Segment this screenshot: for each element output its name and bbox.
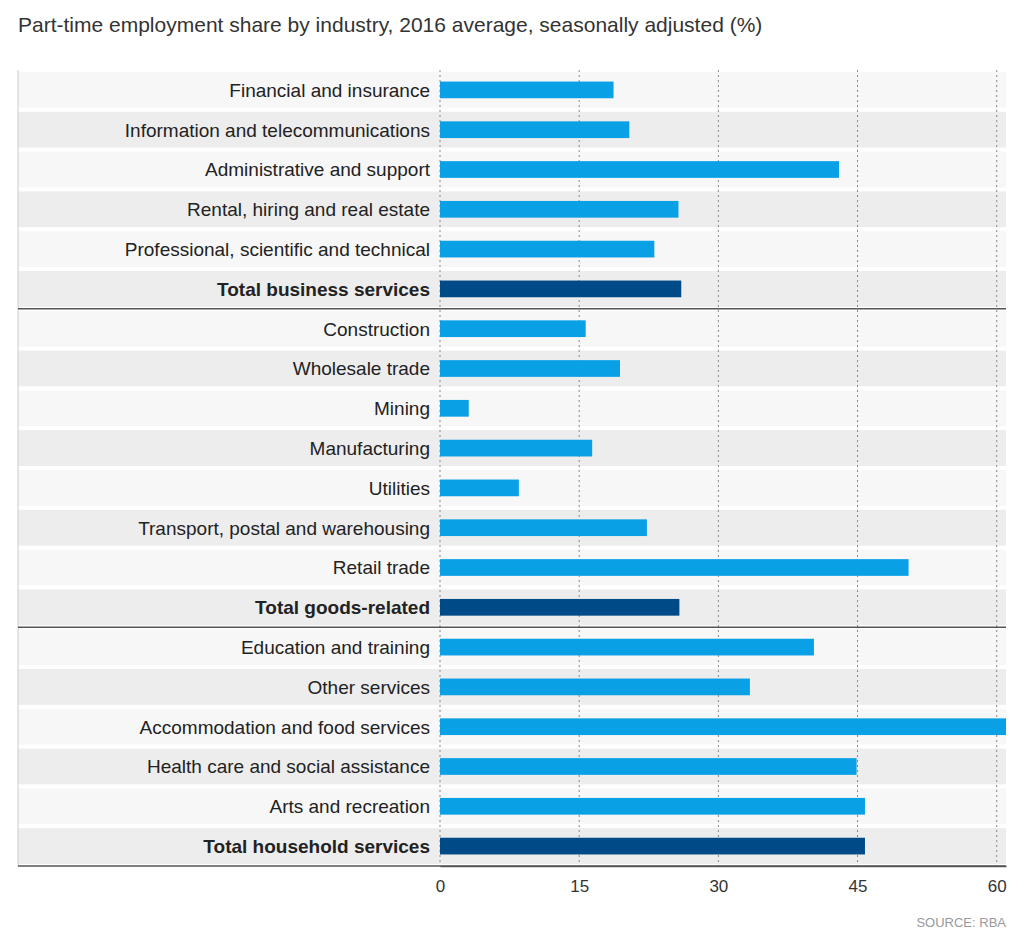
category-label: Education and training <box>241 637 430 658</box>
category-label: Retail trade <box>333 557 430 578</box>
bar <box>440 838 865 855</box>
category-label: Arts and recreation <box>269 796 430 817</box>
grid-line <box>579 70 580 866</box>
bar <box>440 718 1006 735</box>
grid-line <box>718 70 719 866</box>
grid-line <box>857 70 858 866</box>
title: Part-time employment share by industry, … <box>18 13 762 36</box>
category-label: Professional, scientific and technical <box>125 239 430 260</box>
category-label: Utilities <box>369 478 430 499</box>
category-label: Information and telecommunications <box>125 120 430 141</box>
grid <box>440 70 997 866</box>
bar <box>440 519 647 536</box>
x-axis: 0 15 30 45 60 <box>436 866 1007 896</box>
separator <box>18 308 1006 310</box>
category-label: Total household services <box>203 836 430 857</box>
bars <box>440 82 1006 855</box>
row-stripe <box>18 788 1006 824</box>
category-label: Other services <box>308 677 430 698</box>
separator <box>18 865 1006 867</box>
separator <box>18 626 1006 628</box>
bar <box>440 360 620 377</box>
row-stripe <box>18 72 1006 108</box>
tick-label: 0 <box>436 877 445 896</box>
category-label: Rental, hiring and real estate <box>187 199 430 220</box>
row-stripe <box>18 112 1006 148</box>
tick-label: 60 <box>988 877 1007 896</box>
bar <box>440 639 814 656</box>
bar <box>440 161 839 178</box>
tick: 45 <box>849 866 868 896</box>
row-stripe <box>18 828 1006 864</box>
tick-label: 15 <box>570 877 589 896</box>
bar <box>440 121 629 138</box>
tick: 0 <box>436 866 445 896</box>
tick: 30 <box>709 866 728 896</box>
bar <box>440 480 519 497</box>
category-label: Total business services <box>217 279 430 300</box>
bar <box>440 320 586 337</box>
tick-label: 30 <box>709 877 728 896</box>
category-label: Total goods-related <box>255 597 430 618</box>
bar <box>440 440 592 457</box>
category-label: Transport, postal and warehousing <box>138 518 430 539</box>
axis-line <box>441 866 1007 868</box>
category-label: Manufacturing <box>310 438 430 459</box>
frame-line <box>18 70 19 866</box>
bar <box>440 599 679 616</box>
bar <box>440 281 681 298</box>
bar <box>440 758 857 775</box>
separators <box>18 309 1006 866</box>
tick-label: 45 <box>849 877 868 896</box>
category-label: Administrative and support <box>205 159 431 180</box>
category-labels: Financial and insurance Information and t… <box>125 80 431 857</box>
grid-line <box>996 70 997 866</box>
row-stripe <box>18 709 1006 745</box>
category-label: Accommodation and food services <box>140 717 430 738</box>
row-stripe <box>18 629 1006 665</box>
category-label: Mining <box>374 398 430 419</box>
bar <box>440 400 469 417</box>
bar <box>440 201 678 218</box>
tick: 60 <box>988 866 1007 896</box>
grid-line <box>440 70 441 866</box>
category-label: Financial and insurance <box>229 80 430 101</box>
chart: Part-time employment share by industry, … <box>0 0 1024 941</box>
bar <box>440 559 909 576</box>
category-label: Health care and social assistance <box>147 756 430 777</box>
source: SOURCE: RBA <box>916 915 1006 930</box>
row-stripe <box>18 589 1006 625</box>
bar <box>440 798 865 815</box>
tick: 15 <box>570 866 589 896</box>
bar <box>440 679 750 696</box>
category-label: Wholesale trade <box>293 358 430 379</box>
bar <box>440 82 614 99</box>
category-label: Construction <box>323 319 430 340</box>
bar <box>440 241 654 258</box>
